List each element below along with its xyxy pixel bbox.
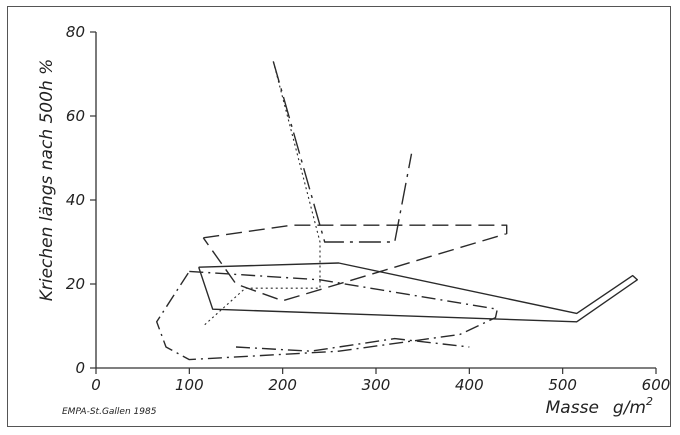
x-tick-label: 600 — [642, 376, 671, 394]
series-line-5 — [202, 61, 321, 327]
y-axis-title: Kriechen längs nach 500h % — [37, 59, 57, 302]
chart-frame — [7, 6, 671, 427]
series-line-2 — [272, 61, 413, 243]
x-axis-title: Masse g/m2 — [546, 395, 653, 418]
series-line-4 — [155, 270, 498, 361]
y-tick-label: 0 — [75, 359, 85, 377]
ticks — [90, 31, 657, 374]
x-tick-label: 100 — [175, 376, 204, 394]
tick-labels: 0 100 200 300 400 500 600 0 20 40 60 80 — [66, 23, 670, 394]
series-line-3 — [202, 224, 508, 302]
y-tick-label: 80 — [66, 23, 85, 41]
x-axis-unit: g/m — [613, 398, 646, 418]
axes — [95, 32, 656, 369]
x-tick-label: 500 — [548, 376, 577, 394]
x-tick-label: 200 — [268, 376, 297, 394]
series — [155, 61, 638, 361]
y-tick-label: 40 — [66, 191, 85, 209]
x-tick-label: 300 — [362, 376, 391, 394]
x-tick-label: 0 — [91, 376, 101, 394]
x-axis-title-text: Masse — [546, 398, 599, 418]
x-axis-unit-sup: 2 — [646, 395, 653, 408]
y-tick-label: 60 — [66, 107, 85, 125]
x-tick-label: 400 — [455, 376, 484, 394]
series-line-6 — [235, 337, 470, 352]
series-line-1 — [198, 262, 638, 323]
y-tick-label: 20 — [66, 275, 85, 293]
credit-label: EMPA-St.Gallen 1985 — [62, 407, 157, 417]
